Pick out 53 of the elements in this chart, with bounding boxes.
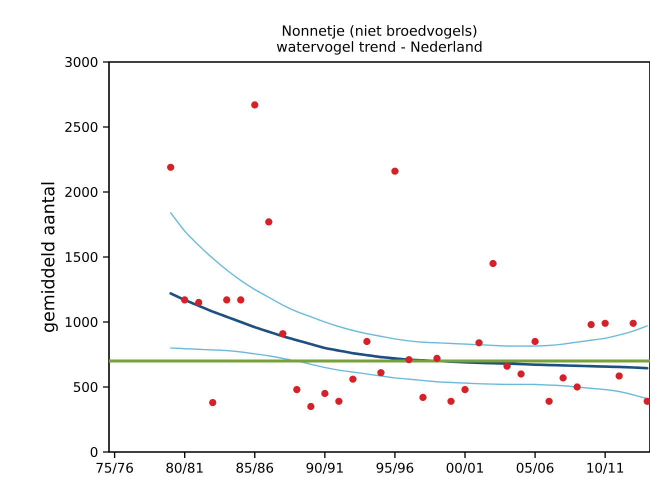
x-tick-label: 90/91 [306,462,343,474]
point [616,372,623,380]
point [265,218,272,226]
point [195,298,202,306]
x-tick-label: 00/01 [446,462,483,474]
point [560,374,567,382]
point [349,376,356,383]
point [181,296,188,304]
point [405,356,413,364]
point [461,386,469,394]
point [209,398,216,406]
x-tick-label: 05/06 [516,462,554,474]
y-tick-label: 2000 [65,186,98,198]
point [531,338,539,346]
point [433,354,441,362]
point [489,260,497,268]
point [419,394,427,402]
point [279,330,286,338]
point [223,296,230,304]
line-series [170,212,648,347]
point [307,402,314,410]
point [602,320,609,327]
point [377,369,385,376]
point [475,339,483,346]
x-tick-label: 85/86 [236,462,274,474]
point [251,101,258,109]
point [321,390,328,398]
y-tick-label: 3000 [65,56,98,68]
point [447,398,455,405]
y-axis-title: gemiddeld aantal [41,182,58,332]
x-tick-label: 80/81 [166,462,203,474]
point [588,320,595,328]
point [335,398,342,405]
point [363,338,370,346]
point [293,386,300,394]
point [237,296,244,304]
point [517,370,525,378]
chart-title: Nonnetje (niet broedvogels) [282,25,476,39]
point [503,362,511,370]
point [574,383,581,391]
y-tick-label: 1000 [66,316,98,328]
point [630,320,637,327]
point [545,398,553,405]
x-tick-label: 10/11 [587,462,624,474]
point [167,164,174,171]
y-tick-label: 2500 [65,122,98,132]
x-tick-label: 75/76 [96,462,133,474]
chart-subtitle: watervogel trend - Nederland [276,41,482,55]
y-tick-label: 0 [90,446,98,458]
point [391,168,399,175]
y-tick-label: 500 [74,382,98,392]
y-tick-label: 1500 [66,252,98,262]
x-tick-label: 95/96 [376,462,414,474]
